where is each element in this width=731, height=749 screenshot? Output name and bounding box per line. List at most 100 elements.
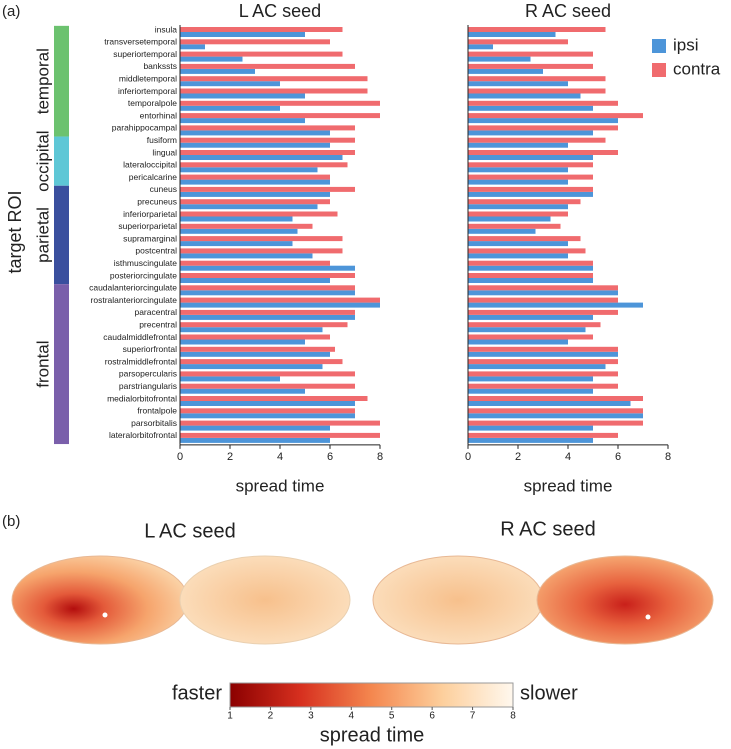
bar (468, 199, 581, 205)
colorbar (229, 682, 514, 708)
bar (180, 371, 355, 377)
bar (180, 137, 355, 143)
bar (468, 137, 606, 143)
bar (468, 290, 618, 296)
legend-swatch (652, 39, 666, 53)
bar (468, 248, 586, 254)
bar (468, 174, 593, 180)
bar (468, 359, 618, 365)
bar (468, 437, 593, 443)
seed-marker (102, 612, 108, 618)
category-label: rostralmiddlefrontal (105, 356, 177, 366)
panel-label: (b) (2, 513, 20, 530)
bar (468, 265, 593, 271)
bar (468, 223, 561, 229)
brain-surface (536, 555, 714, 645)
bar (180, 51, 343, 57)
bar (180, 179, 330, 185)
bar (180, 100, 380, 106)
bar (468, 346, 618, 352)
bar (468, 142, 568, 148)
category-label: temporalpole (128, 98, 177, 108)
bar (180, 39, 330, 45)
bar (468, 105, 593, 111)
bar (180, 260, 330, 266)
bar (180, 223, 313, 229)
x-tick-label: 8 (377, 451, 383, 463)
bar (180, 125, 355, 131)
bar (180, 81, 280, 87)
brain-images (11, 555, 714, 645)
bar (180, 297, 380, 303)
category-label: superiortemporal (113, 49, 177, 59)
bar (468, 68, 543, 74)
category-label: postcentral (135, 246, 177, 256)
bar (180, 376, 280, 382)
bar (180, 388, 305, 394)
bar (468, 130, 593, 136)
bar (180, 56, 243, 62)
bar (180, 346, 335, 352)
bar (468, 150, 618, 155)
bar (180, 327, 323, 333)
bar (180, 142, 330, 148)
bar (468, 339, 568, 345)
colorbar-high: slower (520, 682, 578, 704)
category-label: parahippocampal (112, 123, 177, 133)
bar (180, 118, 305, 124)
bar (468, 334, 593, 340)
category-label: caudalmiddlefrontal (103, 332, 177, 342)
bar (468, 432, 618, 438)
bar (468, 216, 551, 222)
bar (468, 118, 618, 124)
x-tick-label: 6 (615, 451, 621, 463)
bar (468, 401, 631, 406)
bar (180, 162, 348, 168)
bar (180, 420, 380, 426)
bar (468, 383, 618, 389)
bar (180, 211, 338, 217)
bar (180, 359, 343, 365)
category-label: medialorbitofrontal (107, 393, 177, 403)
x-tick-label: 0 (465, 451, 471, 463)
category-label: transversetemporal (104, 37, 177, 47)
category-label: frontalpole (137, 406, 177, 416)
bar (180, 155, 343, 160)
category-label: insula (155, 24, 177, 34)
brain-surface (11, 555, 189, 645)
bar (468, 27, 606, 32)
bar (180, 150, 355, 155)
bar (468, 309, 618, 315)
bar (180, 68, 255, 74)
bar (468, 211, 568, 217)
bar (180, 285, 355, 291)
bar (468, 93, 581, 99)
bar (468, 273, 593, 278)
bar (468, 285, 618, 291)
bar (468, 88, 606, 94)
bar (180, 44, 205, 50)
group-bar (54, 136, 69, 186)
bar (468, 376, 593, 382)
bar (180, 322, 348, 328)
bar (468, 162, 593, 168)
bar (180, 253, 313, 259)
bar (180, 278, 330, 283)
legend-label: ipsi (673, 35, 699, 54)
bar (180, 167, 318, 173)
bar (468, 228, 536, 234)
bar (468, 371, 618, 377)
bar (180, 199, 330, 205)
category-label: parstriangularis (119, 381, 177, 391)
category-label: superiorfrontal (123, 344, 177, 354)
colorbar-tick-label: 6 (429, 711, 435, 722)
category-label: inferiorparietal (123, 209, 177, 219)
colorbar-label: spread time (320, 724, 425, 746)
category-label: superiorparietal (118, 221, 177, 231)
bar (468, 125, 618, 131)
bar (468, 113, 643, 119)
bar (468, 76, 606, 82)
bar (468, 56, 531, 62)
category-label: pericalcarine (129, 172, 177, 182)
